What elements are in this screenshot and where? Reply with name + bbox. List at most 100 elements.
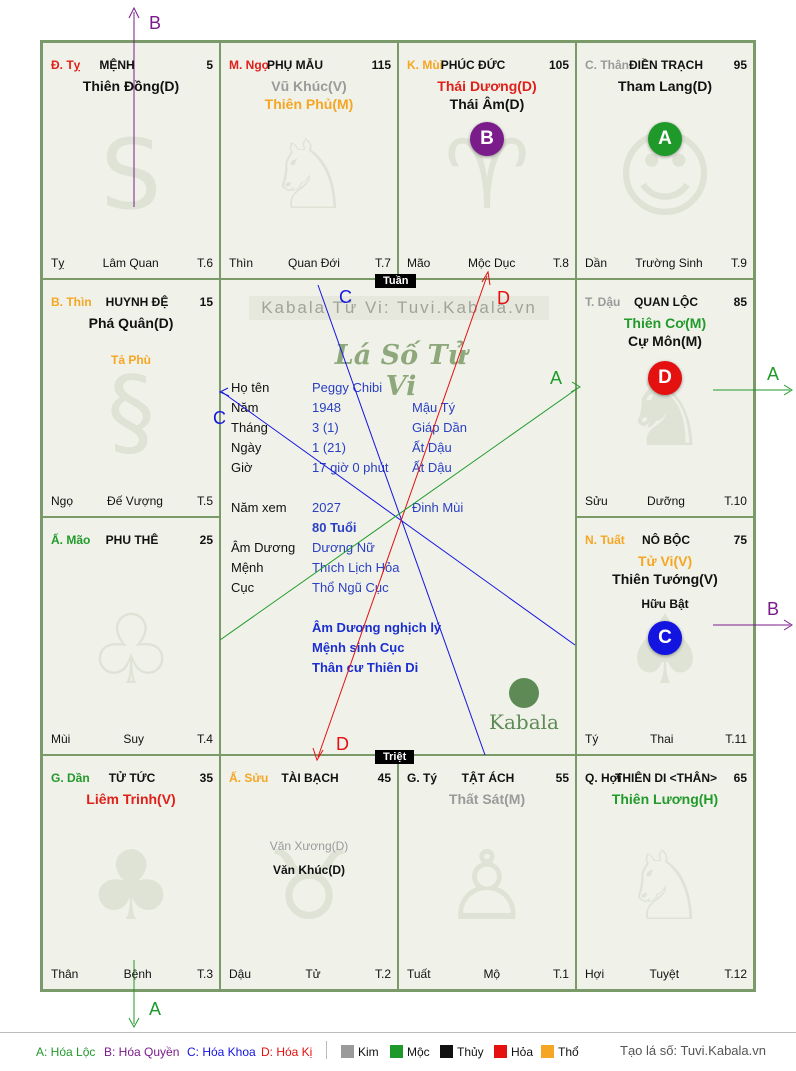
tuan-marker: Tuần bbox=[375, 274, 417, 288]
foot-branch: Ngọ bbox=[51, 494, 74, 508]
foot-age: T.4 bbox=[196, 732, 213, 746]
palace-number: 25 bbox=[199, 533, 213, 547]
center-panel: Kabala Tử Vi: Tuvi.Kabala.vn Lá Số Tử Vi… bbox=[220, 279, 576, 755]
palace-tai-bach[interactable]: ♉ Ấ. Sửu TÀI BẠCH 45 Văn Xương(D) Văn Kh… bbox=[220, 755, 398, 990]
kabala-logo: Kabala bbox=[489, 678, 559, 734]
palace-thien-di[interactable]: ♘ Q. Hợi THIÊN DI <THÂN> 65 Thiên Lương(… bbox=[576, 755, 754, 990]
foot-stage: Tử bbox=[305, 967, 321, 981]
foot-branch: Hợi bbox=[585, 967, 605, 981]
foot-stage: Mộ bbox=[483, 967, 501, 981]
main-star: Thiên Lương(H) bbox=[611, 791, 719, 807]
tho-swatch bbox=[541, 1045, 554, 1058]
palace-no-boc[interactable]: ♠ N. Tuất NÔ BỘC 75 Tử Vi(V) Thiên Tướng… bbox=[576, 517, 754, 755]
legend-hoa-ki: D: Hóa Kị bbox=[261, 1045, 313, 1059]
loc-arrowhead bbox=[128, 1017, 140, 1029]
info-value: Dương Nữ bbox=[312, 540, 375, 555]
foot-branch: Thìn bbox=[229, 256, 254, 270]
info-value: Peggy Chibi bbox=[312, 380, 383, 395]
palace-dien-trach[interactable]: ☺ C. Thân ĐIỀN TRẠCH 95 Tham Lang(D) A D… bbox=[576, 42, 754, 279]
thuy-swatch bbox=[440, 1045, 453, 1058]
info-label: Cục bbox=[231, 580, 255, 595]
credit-link[interactable]: Tạo lá số: Tuvi.Kabala.vn bbox=[620, 1043, 766, 1058]
main-star: Tham Lang(D) bbox=[617, 78, 713, 94]
palace-number: 35 bbox=[199, 771, 213, 785]
main-star: Thái Âm(D) bbox=[449, 96, 525, 112]
main-star: Cự Môn(M) bbox=[628, 333, 702, 349]
foot-stage: Thai bbox=[650, 732, 674, 746]
palace-phu-mau[interactable]: ♘ M. Ngọ PHỤ MẪU 115 Vũ Khúc(V) Thiên Ph… bbox=[220, 42, 398, 279]
legend-kim: Kim bbox=[341, 1045, 379, 1059]
palace-phuc-duc[interactable]: ♈ K. Mùi PHÚC ĐỨC 105 Thái Dương(D) Thái… bbox=[398, 42, 576, 279]
palace-huynh-de[interactable]: § B. Thìn HUYNH ĐỆ 15 Phá Quân(D) Tả Phù… bbox=[42, 279, 220, 517]
kim-swatch bbox=[341, 1045, 354, 1058]
info-value: Thổ Ngũ Cục bbox=[312, 580, 389, 595]
palace-branch: Đ. Tỵ bbox=[51, 58, 81, 72]
hoa-ki-badge: D bbox=[648, 361, 682, 395]
note-line: Mệnh sinh Cục bbox=[312, 640, 405, 655]
main-star: Thiên Tướng(V) bbox=[612, 571, 718, 587]
info-label: Năm xem bbox=[231, 500, 287, 515]
palace-house: PHU THÊ bbox=[105, 533, 159, 547]
palace-number: 45 bbox=[377, 771, 391, 785]
zodiac-horse-icon: ♘ bbox=[265, 118, 353, 231]
info-label: Họ tên bbox=[231, 380, 270, 395]
main-star: Phá Quân(D) bbox=[88, 315, 174, 331]
moc-swatch bbox=[390, 1045, 403, 1058]
info-value: 1 (21) bbox=[312, 440, 346, 455]
palace-branch: B. Thìn bbox=[51, 295, 92, 309]
foot-age: T.10 bbox=[724, 494, 747, 508]
foot-stage: Dưỡng bbox=[647, 494, 685, 508]
legend-hoa-loc: A: Hóa Lộc bbox=[36, 1045, 96, 1059]
legend-divider bbox=[326, 1041, 327, 1059]
foot-stage: Bệnh bbox=[123, 967, 152, 981]
main-star: Liêm Trinh(V) bbox=[86, 791, 176, 807]
tuvi-chart: S Đ. Tỵ MỆNH 5 Thiên Đồng(D) Tỵ Lâm Quan T… bbox=[40, 40, 756, 992]
palace-branch: G. Dần bbox=[51, 771, 90, 785]
info-label: Giờ bbox=[231, 460, 253, 475]
legend-bar: A: Hóa Lộc B: Hóa Quyền C: Hóa Khoa D: H… bbox=[0, 1032, 796, 1071]
foot-branch: Dần bbox=[585, 256, 608, 270]
zodiac-rat-icon: ♙ bbox=[443, 830, 531, 943]
note-line: Thân cư Thiên Di bbox=[312, 660, 419, 675]
legend-tho: Thổ bbox=[541, 1045, 579, 1059]
foot-branch: Tuất bbox=[407, 967, 431, 981]
foot-stage: Suy bbox=[123, 732, 144, 746]
minor-star: Văn Xương(D) bbox=[269, 839, 349, 853]
foot-age: T.9 bbox=[730, 256, 747, 270]
info-value-2: Giáp Dần bbox=[412, 420, 467, 435]
info-value: 1948 bbox=[312, 400, 341, 415]
foot-branch: Dậu bbox=[229, 967, 252, 981]
marker-b: B bbox=[149, 13, 161, 33]
foot-age: T.7 bbox=[374, 256, 391, 270]
minor-star: Tả Phù bbox=[110, 353, 151, 367]
palace-house: HUYNH ĐỆ bbox=[105, 295, 169, 309]
zodiac-ox-icon: ♉ bbox=[265, 830, 353, 943]
foot-branch: Mùi bbox=[51, 732, 71, 746]
foot-branch: Tỵ bbox=[51, 256, 65, 270]
foot-stage: Quan Đới bbox=[288, 256, 340, 270]
info-value-2: Ất Dậu bbox=[412, 460, 452, 475]
zodiac-dragon-icon: § bbox=[107, 356, 155, 469]
marker-b: B bbox=[767, 599, 779, 619]
palace-house: NÔ BỘC bbox=[642, 533, 690, 547]
palace-number: 65 bbox=[733, 771, 747, 785]
marker-a: A bbox=[767, 364, 779, 384]
palace-branch: C. Thân bbox=[585, 58, 629, 72]
hoa-quyen-badge: B bbox=[470, 122, 504, 156]
palace-tu-tuc[interactable]: ♣ G. Dần TỬ TỨC 35 Liêm Trinh(V) Thân Bện… bbox=[42, 755, 220, 990]
kabala-logo-text: Kabala bbox=[489, 710, 559, 734]
info-value: 3 (1) bbox=[312, 420, 339, 435]
palace-branch: Q. Hợi bbox=[585, 771, 622, 785]
foot-stage: Mộc Dục bbox=[467, 256, 516, 270]
foot-stage: Trường Sinh bbox=[635, 256, 703, 270]
zodiac-tiger-icon: ♣ bbox=[87, 830, 175, 943]
palace-quan-loc[interactable]: ♞ T. Dậu QUAN LỘC 85 Thiên Cơ(M) Cự Môn(… bbox=[576, 279, 754, 517]
palace-branch: G. Tý bbox=[407, 771, 438, 785]
palace-number: 55 bbox=[555, 771, 569, 785]
palace-menh[interactable]: S Đ. Tỵ MỆNH 5 Thiên Đồng(D) Tỵ Lâm Quan T… bbox=[42, 42, 220, 279]
palace-house: ĐIỀN TRẠCH bbox=[629, 58, 703, 72]
minor-star: Văn Khúc(D) bbox=[273, 863, 345, 877]
palace-tat-ach[interactable]: ♙ G. Tý TẬT ÁCH 55 Thất Sát(M) Tuất Mộ T.1 bbox=[398, 755, 576, 990]
palace-phu-the[interactable]: ♧ Ấ. Mão PHU THÊ 25 Mùi Suy T.4 bbox=[42, 517, 220, 755]
palace-branch: K. Mùi bbox=[407, 58, 443, 72]
